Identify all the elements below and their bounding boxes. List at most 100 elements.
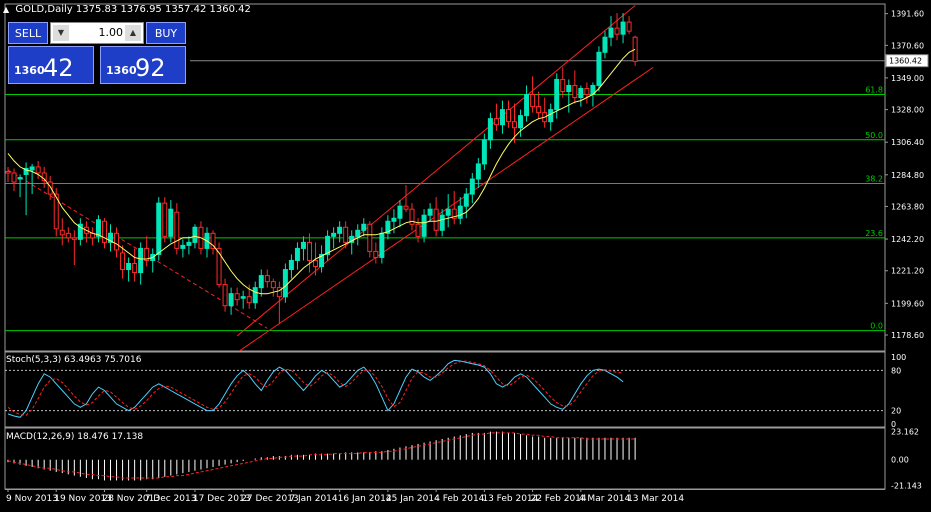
macd-y-tick-label: 23.162 (891, 427, 919, 436)
candle (65, 227, 71, 243)
candle (548, 103, 554, 131)
candle (23, 162, 29, 216)
candle (487, 112, 493, 149)
channel-upper-line (236, 5, 636, 337)
candle-body (626, 21, 632, 32)
candle (35, 160, 41, 180)
buy-button[interactable]: BUY (146, 22, 186, 44)
candle-body (95, 219, 101, 237)
candle (288, 254, 294, 279)
candle-body (120, 252, 126, 271)
candle (530, 76, 536, 113)
candle-body (481, 139, 487, 165)
candle-body (138, 247, 144, 274)
macd-y-tick-label: -21.143 (891, 482, 922, 491)
candle-body (433, 208, 439, 231)
candle-body (174, 211, 180, 249)
lot-up-arrow-icon[interactable]: ▲ (125, 25, 141, 41)
candle-body (53, 193, 59, 230)
candle-body (325, 235, 331, 255)
candle-body (144, 247, 150, 261)
candle-body (445, 208, 451, 216)
candle-body (373, 250, 379, 258)
candle-body (11, 172, 17, 183)
candle (614, 13, 620, 41)
fib-label-61.8: 61.8 (865, 86, 883, 95)
candle (469, 172, 475, 204)
candle-body (614, 27, 620, 35)
candle-body (47, 181, 53, 195)
candle (433, 197, 439, 237)
macd-y-tick-label: 0.00 (891, 456, 909, 465)
candle (602, 31, 608, 59)
stoch-y-tick-label: 80 (891, 366, 901, 375)
candle (632, 35, 638, 66)
candle-body (331, 232, 337, 237)
candle-body (512, 121, 518, 129)
candle-body (210, 232, 216, 249)
fib-label-23.6: 23.6 (865, 229, 883, 238)
candle (41, 166, 47, 189)
candle-body (427, 208, 433, 216)
candle (536, 91, 542, 119)
lot-size-field[interactable]: ▼ 1.00 ▲ (50, 22, 144, 44)
bid-price-box[interactable]: 1360 42 (8, 46, 94, 84)
candle (596, 46, 602, 92)
candle (325, 230, 331, 261)
candle-body (469, 178, 475, 195)
candle (216, 242, 222, 288)
price-plot-group (5, 5, 654, 351)
candle-body (65, 232, 71, 239)
stoch-panel-frame (4, 351, 886, 428)
x-tick-label: 13 Mar 2014 (627, 494, 684, 504)
candle-body (578, 87, 584, 99)
candle (162, 197, 168, 243)
candle-body (258, 275, 264, 289)
ask-price-box[interactable]: 1360 92 (100, 46, 186, 84)
x-tick-label: 7 Jan 2014 (289, 494, 337, 504)
candle (620, 13, 626, 44)
candle-body (35, 166, 41, 174)
candle (337, 221, 343, 243)
bid-price-prefix: 1360 (14, 64, 45, 77)
candle-body (566, 84, 572, 93)
candle (132, 248, 138, 282)
candle (77, 218, 83, 246)
candle-body (246, 296, 252, 304)
candle-body (602, 36, 608, 53)
current-price-tag (885, 54, 929, 68)
candle-body (463, 193, 469, 207)
candle-body (554, 78, 560, 111)
candle-body (584, 87, 590, 96)
candle-body (367, 223, 373, 252)
candle (518, 109, 524, 137)
candle-body (5, 170, 11, 174)
candle (367, 221, 373, 258)
candle-body (180, 244, 186, 249)
candle (349, 230, 355, 255)
candle (234, 287, 240, 306)
candle (17, 174, 23, 198)
candle-body (114, 232, 120, 251)
lot-down-arrow-icon[interactable]: ▼ (53, 25, 69, 41)
y-tick-label: 1391.60 (891, 10, 924, 19)
candle-body (505, 109, 511, 123)
candle (120, 245, 126, 279)
candle (180, 239, 186, 258)
triangle-icon: ▲ (3, 5, 10, 14)
candle (240, 290, 246, 309)
candle (270, 278, 276, 297)
candle-body (71, 237, 77, 240)
candle-body (548, 109, 554, 123)
candle-body (252, 287, 258, 304)
sell-button[interactable]: SELL (8, 22, 48, 44)
candle (355, 224, 361, 246)
lot-size-value[interactable]: 1.00 (98, 26, 124, 39)
candle-body (300, 241, 306, 249)
candle (126, 257, 132, 282)
candle-body (168, 208, 174, 237)
candle-body (23, 167, 29, 175)
candle-body (415, 223, 421, 237)
candle-body (288, 259, 294, 271)
chart-header: ▲ GOLD,Daily 1375.83 1376.95 1357.42 136… (3, 4, 251, 15)
